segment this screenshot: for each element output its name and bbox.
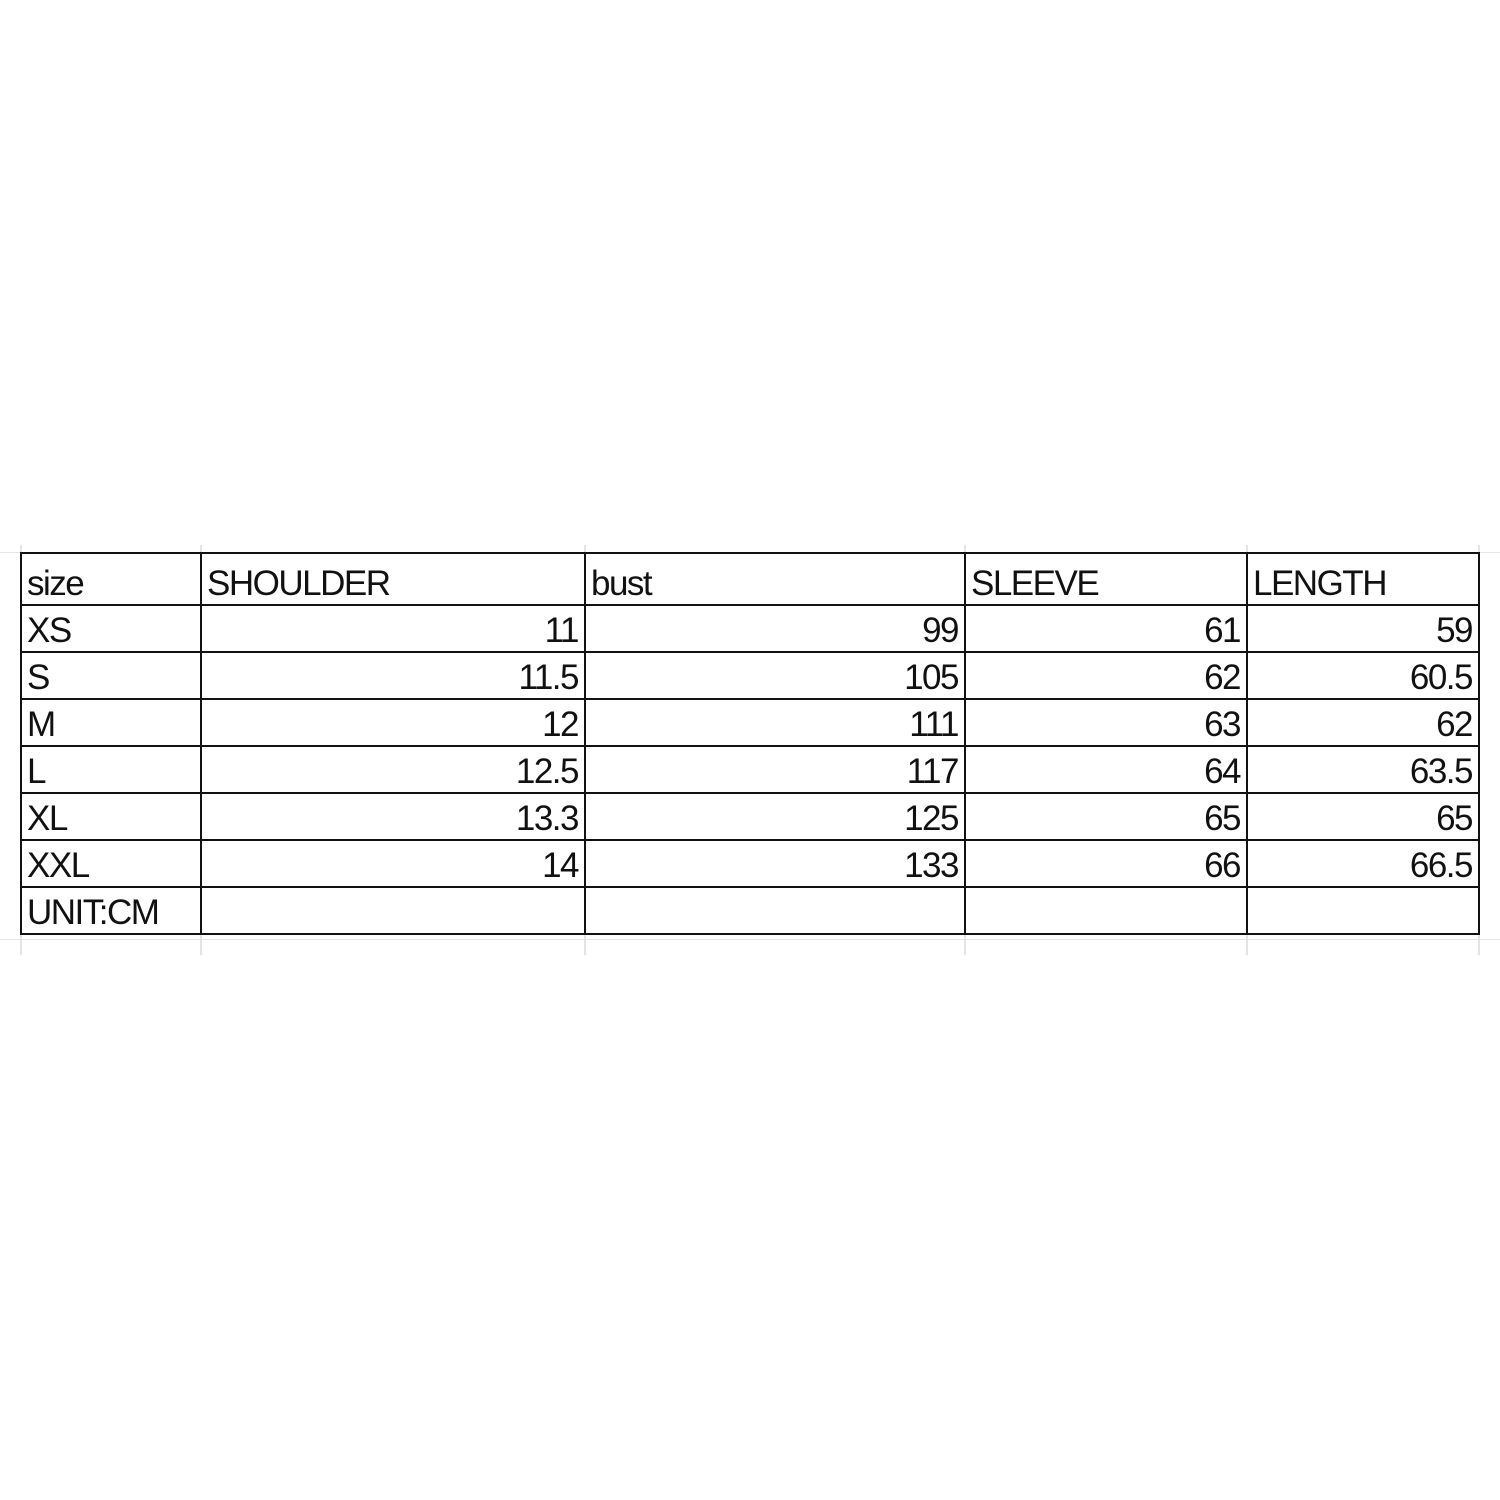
cell-size: XL bbox=[20, 792, 202, 841]
cell-shoulder: 13.3 bbox=[200, 792, 586, 841]
cell-shoulder: 12 bbox=[200, 698, 586, 747]
cell-shoulder: 12.5 bbox=[200, 745, 586, 794]
cell-sleeve: 64 bbox=[964, 745, 1248, 794]
table-row: S 11.5 105 62 60.5 bbox=[20, 651, 1480, 700]
cell-sleeve: 63 bbox=[964, 698, 1248, 747]
cell-length: 62 bbox=[1246, 698, 1480, 747]
cell-shoulder: 11.5 bbox=[200, 651, 586, 700]
cell-bust: 133 bbox=[584, 839, 966, 888]
cell-sleeve: 62 bbox=[964, 651, 1248, 700]
header-length: LENGTH bbox=[1246, 552, 1480, 606]
cell-length: 63.5 bbox=[1246, 745, 1480, 794]
table-row: L 12.5 117 64 63.5 bbox=[20, 745, 1480, 794]
cell-size: L bbox=[20, 745, 202, 794]
cell-shoulder: 14 bbox=[200, 839, 586, 888]
table-row: XXL 14 133 66 66.5 bbox=[20, 839, 1480, 888]
cell-bust: 105 bbox=[584, 651, 966, 700]
unit-row: UNIT:CM bbox=[20, 886, 1480, 935]
cell-length: 60.5 bbox=[1246, 651, 1480, 700]
empty-cell bbox=[200, 886, 586, 935]
header-size: size bbox=[20, 552, 202, 606]
table-row: M 12 111 63 62 bbox=[20, 698, 1480, 747]
cell-length: 59 bbox=[1246, 604, 1480, 653]
header-row: size SHOULDER bust SLEEVE LENGTH bbox=[20, 552, 1480, 606]
cell-size: XS bbox=[20, 604, 202, 653]
cell-size: XXL bbox=[20, 839, 202, 888]
cell-bust: 125 bbox=[584, 792, 966, 841]
cell-bust: 117 bbox=[584, 745, 966, 794]
cell-length: 66.5 bbox=[1246, 839, 1480, 888]
cell-sleeve: 61 bbox=[964, 604, 1248, 653]
cell-shoulder: 11 bbox=[200, 604, 586, 653]
cell-sleeve: 65 bbox=[964, 792, 1248, 841]
cell-size: S bbox=[20, 651, 202, 700]
cell-length: 65 bbox=[1246, 792, 1480, 841]
cell-bust: 111 bbox=[584, 698, 966, 747]
header-bust: bust bbox=[584, 552, 966, 606]
cell-sleeve: 66 bbox=[964, 839, 1248, 888]
table-row: XL 13.3 125 65 65 bbox=[20, 792, 1480, 841]
empty-cell bbox=[1246, 886, 1480, 935]
gridline bbox=[1478, 545, 1480, 955]
empty-cell bbox=[584, 886, 966, 935]
empty-cell bbox=[964, 886, 1248, 935]
gridline bbox=[0, 939, 1500, 940]
table-row: XS 11 99 61 59 bbox=[20, 604, 1480, 653]
cell-size: M bbox=[20, 698, 202, 747]
header-sleeve: SLEEVE bbox=[964, 552, 1248, 606]
header-shoulder: SHOULDER bbox=[200, 552, 586, 606]
size-chart-table: size SHOULDER bust SLEEVE LENGTH XS 11 99 6… bbox=[20, 552, 1480, 935]
unit-label: UNIT:CM bbox=[20, 886, 202, 935]
cell-bust: 99 bbox=[584, 604, 966, 653]
